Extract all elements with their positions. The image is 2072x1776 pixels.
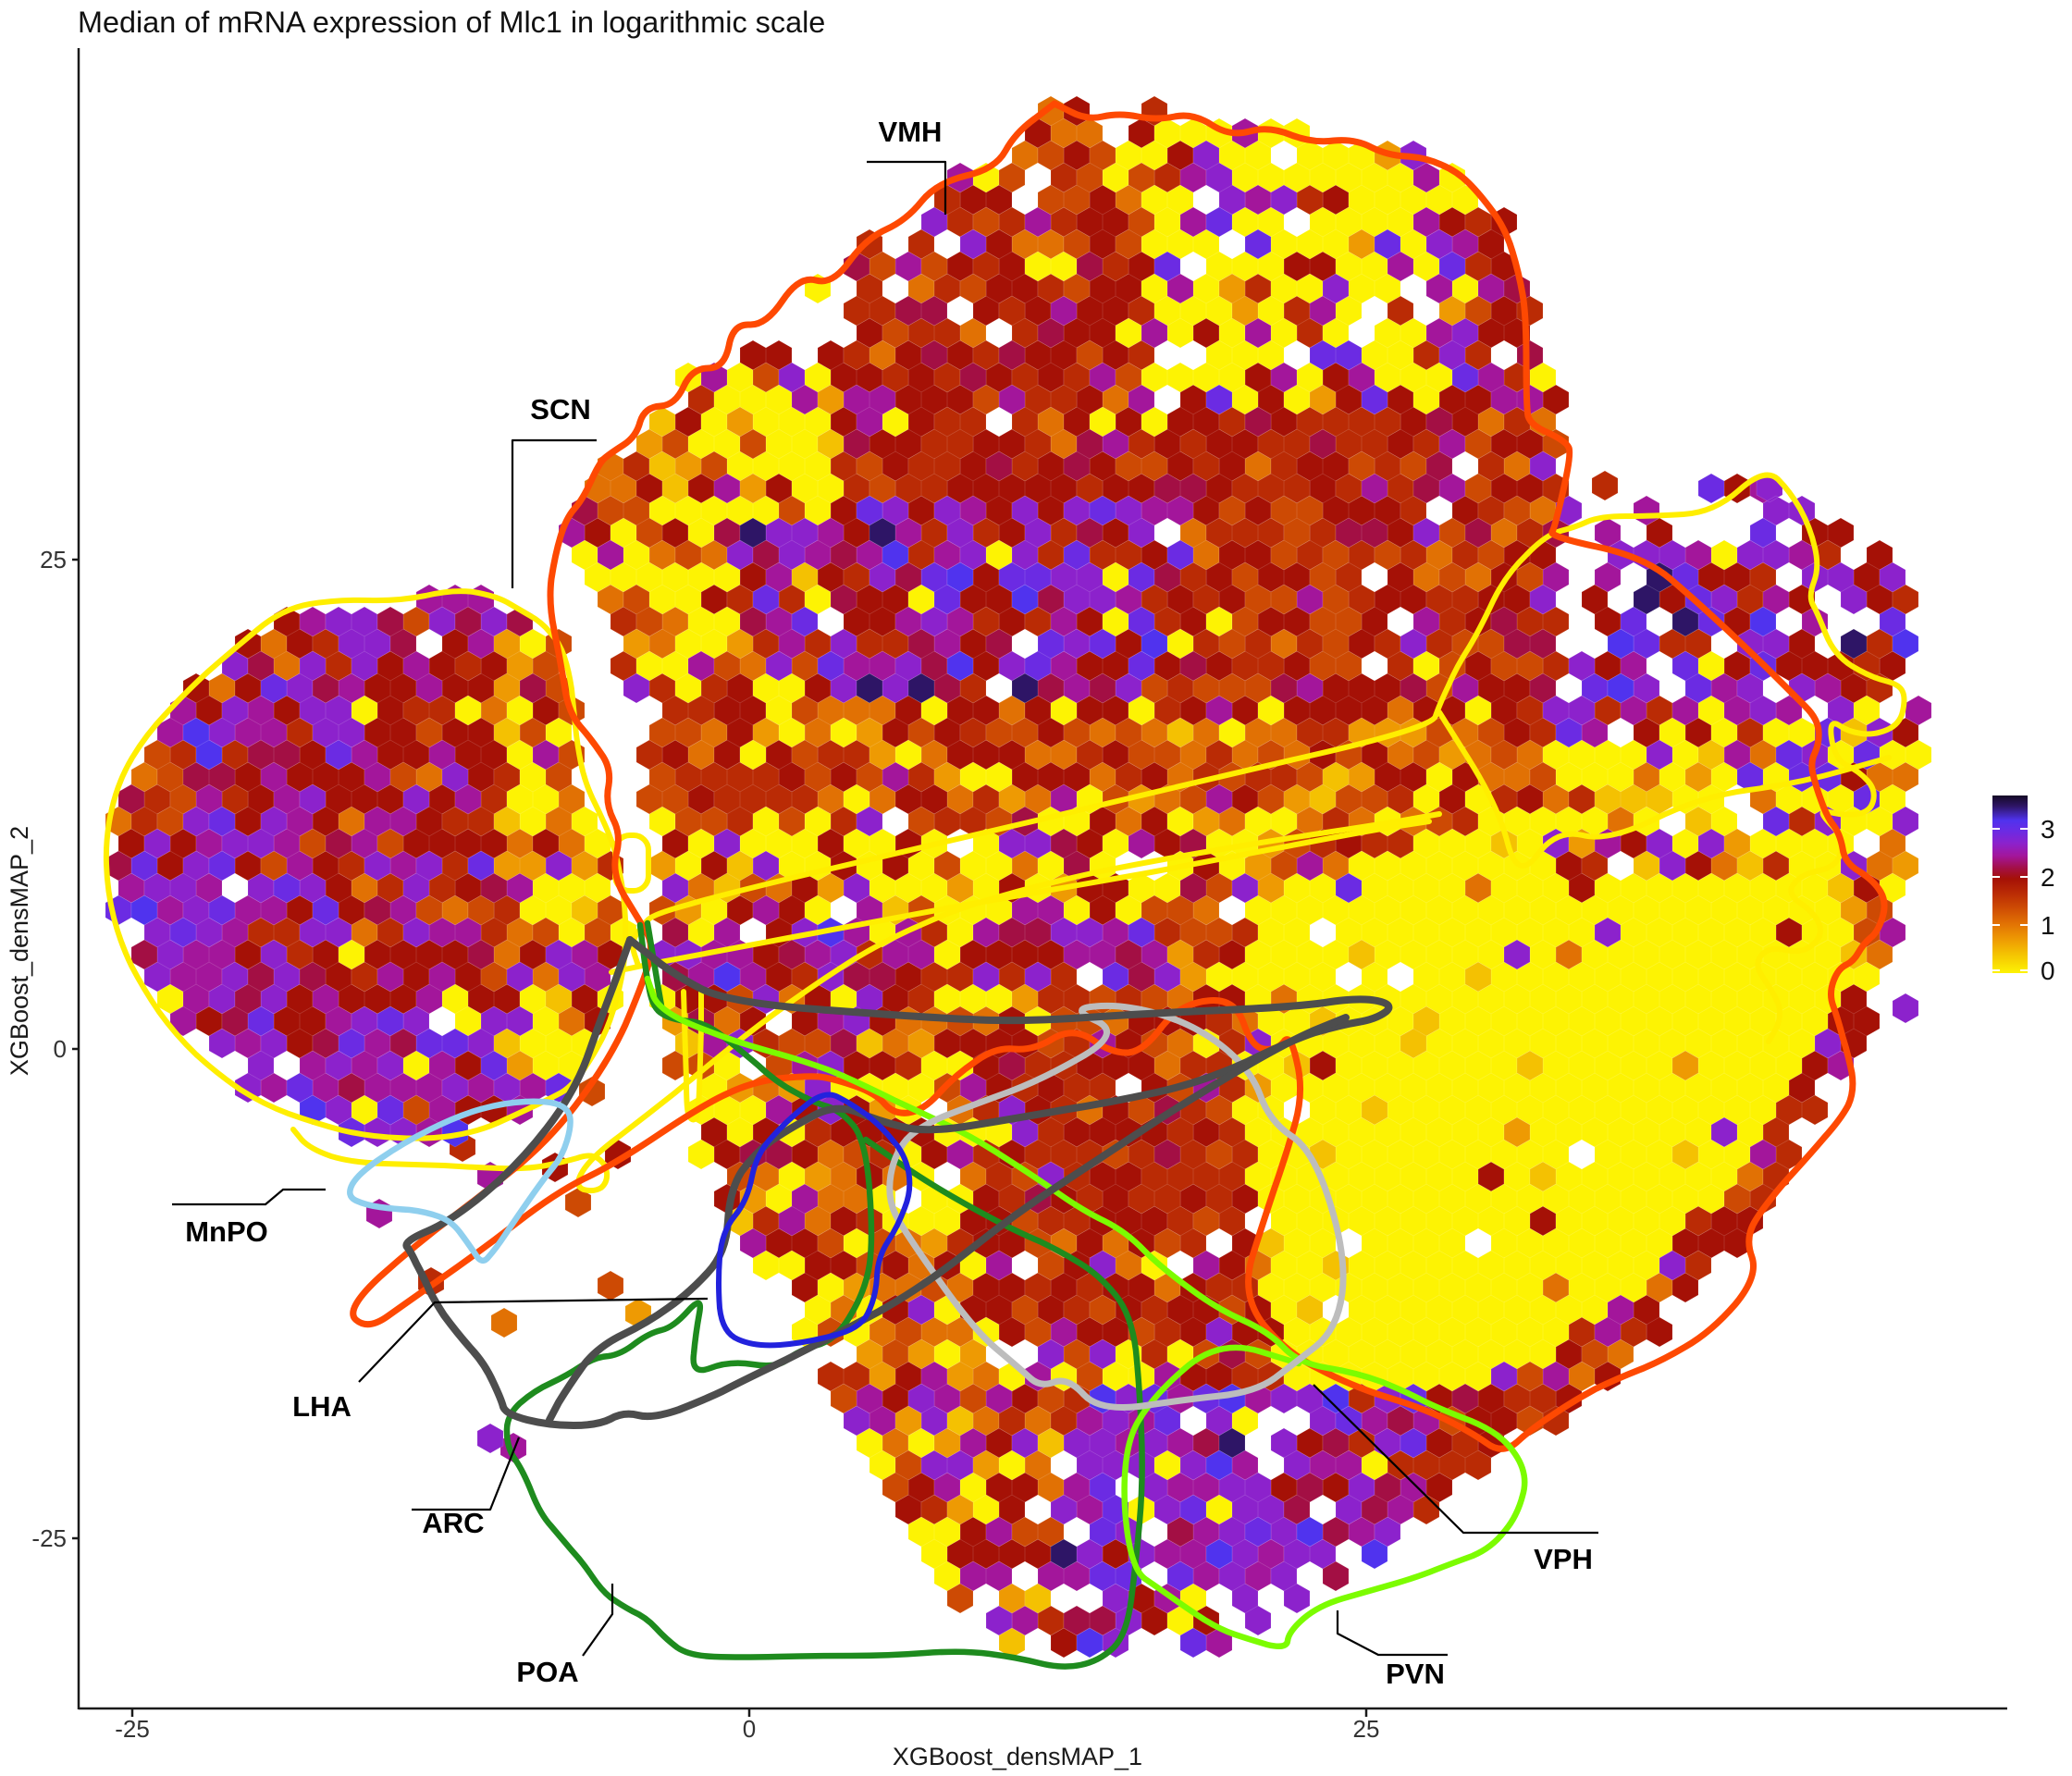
svg-text:MnPO: MnPO [185, 1215, 268, 1248]
svg-text:SCN: SCN [530, 393, 590, 426]
svg-text:25: 25 [1353, 1715, 1380, 1743]
svg-text:0: 0 [54, 1035, 67, 1063]
svg-text:-25: -25 [31, 1524, 67, 1552]
svg-text:3: 3 [2041, 815, 2055, 844]
svg-text:Median of mRNA expression of M: Median of mRNA expression of Mlc1 in log… [78, 6, 825, 39]
svg-text:0: 0 [743, 1715, 756, 1743]
svg-text:0: 0 [2041, 956, 2055, 985]
svg-text:POA: POA [516, 1656, 578, 1688]
svg-text:25: 25 [40, 546, 67, 574]
svg-text:XGBoost_densMAP_2: XGBoost_densMAP_2 [6, 826, 33, 1076]
svg-text:2: 2 [2041, 863, 2055, 892]
svg-text:XGBoost_densMAP_1: XGBoost_densMAP_1 [893, 1743, 1142, 1770]
svg-text:ARC: ARC [422, 1507, 484, 1539]
svg-text:1: 1 [2041, 911, 2055, 940]
svg-text:-25: -25 [115, 1715, 150, 1743]
svg-text:PVN: PVN [1386, 1658, 1445, 1690]
svg-text:LHA: LHA [292, 1390, 352, 1423]
svg-text:VPH: VPH [1534, 1543, 1593, 1575]
svg-text:VMH: VMH [879, 116, 943, 148]
